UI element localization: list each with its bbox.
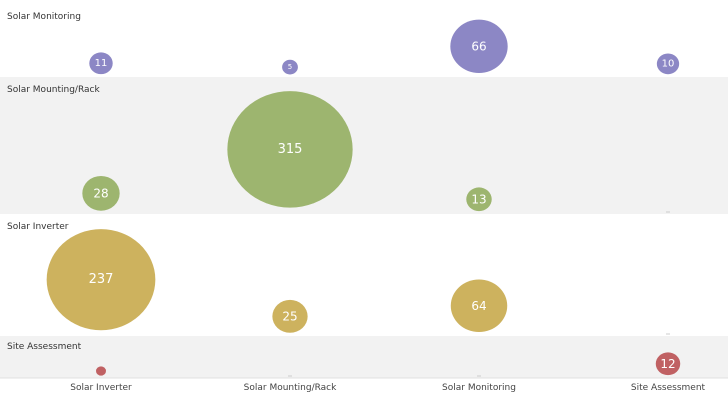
row-label-solar-inverter: Solar Inverter <box>7 222 69 232</box>
band-background-solar-monitoring <box>0 0 728 77</box>
bubble-value-solar-monitoring-site-assessment: 10 <box>662 58 675 69</box>
bubble-solar-monitoring-site-assessment <box>656 53 680 75</box>
bubble-solar-inverter-solar-monitoring <box>450 279 508 333</box>
bubble-value-solar-mounting-rack-solar-inverter: 28 <box>93 186 108 200</box>
bubble-value-solar-mounting-rack-solar-mounting-rack: 315 <box>278 142 303 157</box>
x-tick-label-site-assessment: Site Assessment <box>631 383 706 393</box>
bubble-solar-monitoring-solar-mounting-rack <box>282 59 298 75</box>
x-tick-label-solar-mounting-rack: Solar Mounting/Rack <box>244 383 337 393</box>
bubble-solar-monitoring-solar-monitoring <box>450 19 508 73</box>
bubble-value-solar-monitoring-solar-inverter: 11 <box>95 58 108 69</box>
bubble-value-solar-inverter-solar-inverter: 237 <box>89 272 114 287</box>
bubble-solar-inverter-solar-mounting-rack <box>272 299 308 333</box>
bubble-site-assessment-solar-inverter <box>96 366 106 376</box>
row-label-site-assessment: Site Assessment <box>7 342 82 352</box>
bubble-value-solar-monitoring-solar-monitoring: 66 <box>471 39 486 53</box>
bubble-solar-mounting-rack-solar-inverter <box>82 175 120 211</box>
bubble-solar-mounting-rack-solar-monitoring <box>466 187 492 212</box>
bubble-value-solar-inverter-solar-mounting-rack: 25 <box>282 309 297 323</box>
x-tick-label-solar-inverter: Solar Inverter <box>70 383 132 393</box>
bubble-solar-monitoring-solar-inverter <box>89 52 113 75</box>
x-tick-label-solar-monitoring: Solar Monitoring <box>442 383 516 393</box>
bubble-site-assessment-site-assessment <box>655 352 681 376</box>
band-background-solar-mounting-rack <box>0 77 728 214</box>
bubble-value-solar-monitoring-solar-mounting-rack: 5 <box>288 63 292 71</box>
row-label-solar-mounting-rack: Solar Mounting/Rack <box>7 85 100 95</box>
bubble-solar-inverter-solar-inverter <box>46 229 156 331</box>
bubble-value-site-assessment-site-assessment: 12 <box>660 357 675 371</box>
bubble-value-solar-mounting-rack-solar-monitoring: 13 <box>471 192 486 206</box>
bubble-value-solar-inverter-solar-monitoring: 64 <box>471 299 486 313</box>
bubble-solar-mounting-rack-solar-mounting-rack <box>227 91 353 208</box>
row-label-solar-monitoring: Solar Monitoring <box>7 12 81 22</box>
band-background-site-assessment <box>0 336 728 378</box>
